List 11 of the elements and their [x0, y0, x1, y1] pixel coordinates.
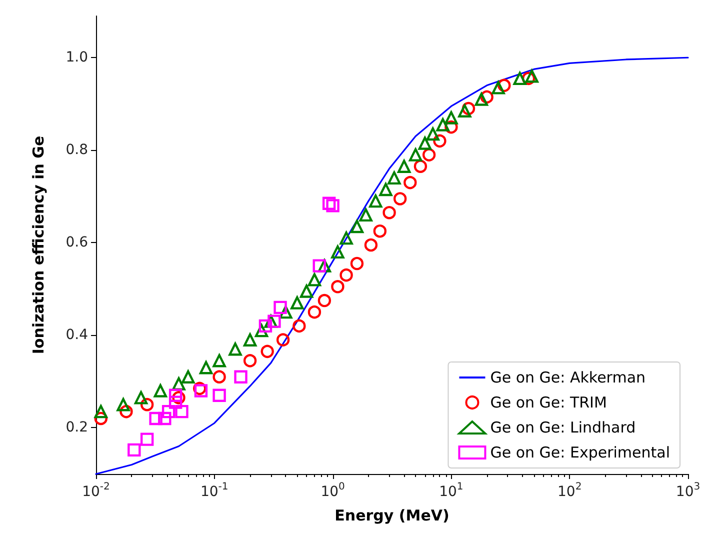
y-tick-label: 0.6	[66, 234, 88, 251]
legend-label: Ge on Ge: Lindhard	[490, 418, 636, 436]
y-tick-label: 0.4	[66, 327, 88, 344]
y-tick-label: 0.8	[66, 142, 88, 158]
y-tick-label: 0.2	[66, 420, 88, 436]
legend-label: Ge on Ge: Akkerman	[490, 368, 646, 386]
y-tick-label: 1.0	[66, 50, 88, 66]
legend-label: Ge on Ge: Experimental	[490, 444, 670, 462]
y-axis-title: Ionization efficiency in Ge	[30, 136, 48, 354]
legend-label: Ge on Ge: TRIM	[490, 394, 607, 412]
x-axis-title: Energy (MeV)	[334, 506, 450, 524]
